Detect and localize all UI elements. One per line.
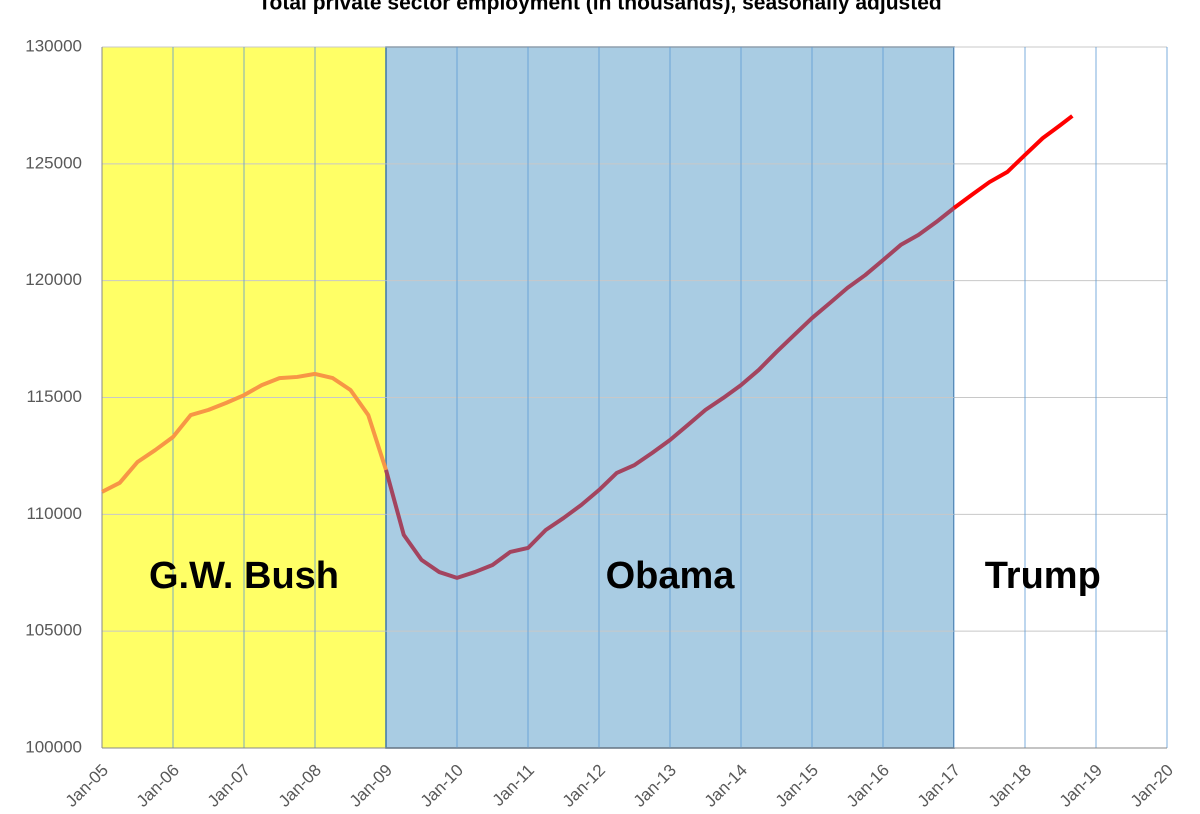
x-tick-label: Jan-07 — [204, 761, 254, 811]
region-label: Obama — [606, 555, 736, 597]
y-tick-label: 125000 — [25, 153, 82, 172]
region-label: G.W. Bush — [149, 555, 339, 597]
y-tick-label: 105000 — [25, 621, 82, 640]
y-tick-label: 130000 — [25, 36, 82, 55]
series-line — [101, 371, 388, 494]
chart-title: Total private sector employment (in thou… — [258, 0, 941, 15]
x-tick-label: Jan-08 — [275, 761, 325, 811]
x-tick-label: Jan-16 — [843, 761, 893, 811]
x-tick-label: Jan-05 — [62, 761, 112, 811]
x-tick-label: Jan-19 — [1056, 761, 1106, 811]
series-line — [384, 206, 956, 580]
series-line — [952, 114, 1074, 210]
x-tick-label: Jan-17 — [914, 761, 964, 811]
y-tick-label: 110000 — [27, 504, 82, 523]
x-tick-label: Jan-20 — [1127, 761, 1177, 811]
x-tick-label: Jan-18 — [985, 761, 1035, 811]
x-tick-label: Jan-15 — [772, 761, 822, 811]
region-label: Trump — [985, 555, 1101, 597]
x-tick-label: Jan-12 — [559, 761, 609, 811]
x-tick-label: Jan-14 — [701, 761, 751, 811]
y-tick-label: 100000 — [25, 737, 82, 756]
x-tick-label: Jan-13 — [630, 761, 680, 811]
y-tick-label: 115000 — [27, 387, 82, 406]
x-tick-label: Jan-11 — [489, 761, 538, 810]
y-tick-label: 120000 — [25, 270, 82, 289]
x-tick-label: Jan-09 — [346, 761, 396, 811]
x-tick-label: Jan-10 — [417, 761, 467, 811]
x-tick-label: Jan-06 — [133, 761, 183, 811]
